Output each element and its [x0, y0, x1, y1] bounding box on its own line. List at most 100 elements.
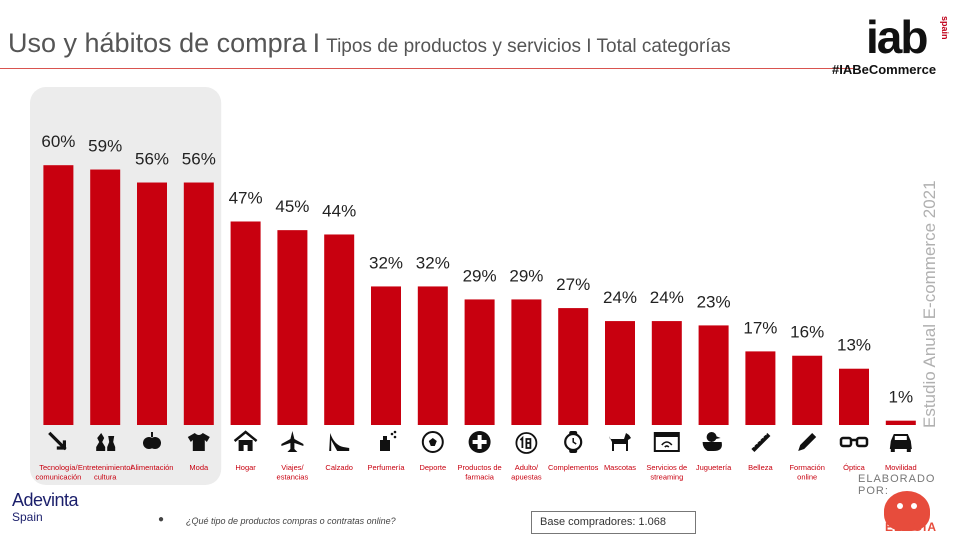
data-label: 16%: [790, 323, 824, 342]
bar: [558, 308, 589, 425]
data-label: 44%: [322, 201, 356, 220]
bar: [183, 182, 214, 425]
tick-label: streaming: [650, 473, 683, 482]
bar: [417, 286, 448, 425]
data-label: 60%: [41, 132, 75, 151]
tick-label: Servicios de: [646, 463, 687, 472]
elogia-logo-text: ELOGIA: [885, 520, 938, 534]
bar: [137, 182, 167, 425]
elogia-eye-right-icon: [911, 503, 917, 509]
data-label: 24%: [603, 288, 637, 307]
tick-label: Perfumería: [367, 463, 405, 472]
tick-label: Alimentación: [131, 463, 174, 472]
tick-label: Adulto/: [515, 463, 539, 472]
tick-label: Hogar: [235, 463, 256, 472]
streaming-icon: [653, 432, 680, 452]
tick-label: Productos de: [457, 463, 501, 472]
airplane-icon: [281, 431, 304, 452]
tick-label: Mascotas: [604, 463, 636, 472]
page-title: Uso y hábitos de compra I Tipos de product…: [8, 28, 731, 59]
soccer-ball-icon: [421, 431, 444, 453]
bar: [839, 368, 869, 425]
tick-label: cultura: [94, 473, 117, 482]
bar: [230, 221, 261, 425]
pencil-icon: [798, 433, 817, 451]
bar: [511, 299, 542, 425]
bar: [651, 321, 682, 425]
adevinta-logo: Adevinta: [12, 490, 79, 510]
chess-icon: [96, 433, 116, 451]
question-bullet: ●: [158, 514, 165, 525]
watch-icon: [564, 431, 583, 453]
survey-question: ¿Qué tipo de productos compras o contrat…: [186, 516, 396, 526]
tick-label: farmacia: [465, 473, 495, 482]
data-label: 29%: [509, 266, 543, 285]
bar: [885, 420, 916, 425]
tick-label: Moda: [189, 463, 209, 472]
data-label: 23%: [697, 292, 731, 311]
tick-label: online: [797, 473, 817, 482]
bar: [324, 234, 355, 425]
bar: [698, 325, 729, 425]
car-icon: [889, 434, 912, 452]
header-divider: [0, 68, 855, 69]
perfume-icon: [380, 430, 397, 451]
data-label: 56%: [135, 150, 169, 169]
data-label: 27%: [556, 275, 590, 294]
hashtag: #IABeCommerce: [832, 62, 937, 77]
tick-label: Juguetería: [696, 463, 732, 472]
plus-18-icon: [515, 432, 538, 454]
highlight-panel: [30, 87, 222, 485]
rubber-duck-icon: [702, 432, 722, 451]
tick-label: Óptica: [843, 463, 866, 472]
bar: [371, 286, 401, 425]
tick-label: Tecnología/: [39, 463, 78, 472]
data-label: 13%: [837, 336, 871, 355]
data-label: 56%: [182, 150, 216, 169]
bar: [43, 165, 74, 425]
tshirt-icon: [187, 433, 210, 451]
title-main: Uso y hábitos de compra: [8, 28, 307, 58]
bar: [277, 230, 308, 425]
data-label: 24%: [650, 288, 684, 307]
bar: [792, 355, 823, 425]
iab-logo: iab: [866, 11, 928, 63]
bar: [745, 351, 776, 425]
elaborado-por-label: ELABORADO POR:: [858, 473, 936, 497]
data-label: 47%: [229, 188, 263, 207]
glasses-icon: [839, 436, 869, 448]
data-label: 32%: [416, 253, 450, 272]
iab-logo-spain: spain: [940, 16, 950, 40]
house-icon: [233, 430, 258, 451]
data-label: 45%: [275, 197, 309, 216]
tick-label: estancias: [277, 473, 309, 482]
tick-label: Calzado: [325, 463, 353, 472]
tick-label: Formación: [789, 463, 824, 472]
medical-cross-icon: [468, 431, 491, 453]
apple-icon: [143, 432, 161, 449]
bar: [605, 321, 635, 425]
elogia-eye-left-icon: [897, 503, 903, 509]
arrow-cursor-icon: [48, 431, 67, 451]
data-label: 17%: [743, 318, 777, 337]
tick-label: Complementos: [548, 463, 599, 472]
bar: [90, 169, 121, 425]
title-subtitle: Tipos de productos y servicios I Total c…: [326, 36, 731, 57]
tick-label: Entretenimiento/: [78, 463, 134, 472]
tick-label: Viajes/: [281, 463, 304, 472]
comb-icon: [751, 431, 771, 452]
high-heel-icon: [329, 433, 350, 451]
tick-label: apuestas: [511, 473, 542, 482]
tick-label: Belleza: [748, 463, 773, 472]
tick-label: Movilidad: [885, 463, 917, 472]
tick-label: Deporte: [419, 463, 446, 472]
data-label: 29%: [463, 266, 497, 285]
title-separator: I: [312, 28, 321, 58]
adevinta-logo-spain: Spain: [12, 510, 43, 524]
dog-icon: [609, 433, 631, 451]
data-label: 32%: [369, 253, 403, 272]
data-label: 1%: [889, 388, 914, 407]
bar: [464, 299, 495, 425]
data-label: 59%: [88, 137, 122, 156]
